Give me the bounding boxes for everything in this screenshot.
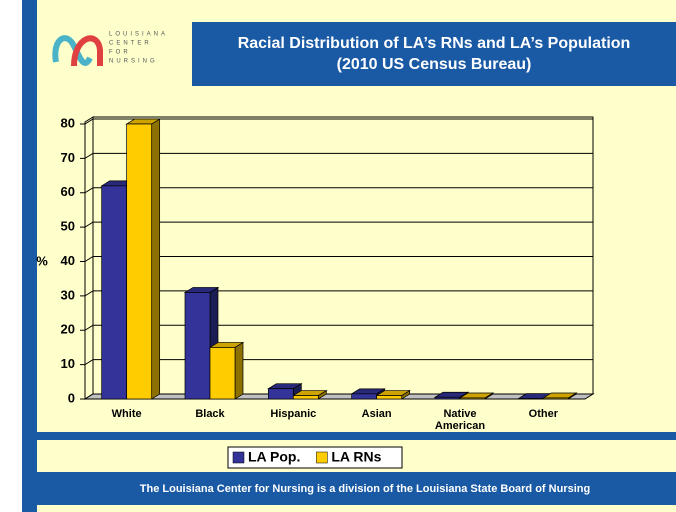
bar (292, 395, 319, 400)
bar (434, 396, 461, 400)
bar-side (234, 341, 244, 400)
bar-side (151, 118, 161, 400)
grid-line (84, 152, 593, 159)
header-box (192, 22, 676, 86)
grid-line (84, 256, 593, 262)
grid-line (84, 118, 593, 125)
footer-box (37, 472, 676, 505)
logo-text: FOR (109, 50, 131, 56)
logo-text: NURSING (109, 59, 158, 65)
left-margin (0, 0, 22, 512)
bar (351, 393, 378, 400)
bar (459, 397, 486, 400)
legend-swatch (232, 451, 245, 464)
y-tick-label: 60 (61, 184, 75, 199)
footer-text: The Louisiana Center for Nursing is a di… (140, 483, 590, 495)
y-axis-label: % (36, 253, 48, 268)
logo-text: LOUISIANA (109, 32, 168, 38)
y-tick-label: 50 (61, 219, 75, 234)
logo-text: CENTER (109, 41, 152, 47)
grid-line (84, 187, 593, 194)
grid-line (84, 290, 593, 297)
legend (227, 446, 403, 469)
x-tick-label: Hispanic (270, 408, 317, 420)
x-tick-label: Asian (361, 408, 392, 420)
x-tick-label: Other (528, 408, 558, 420)
grid-line (84, 324, 593, 331)
legend-swatch (316, 451, 328, 464)
legend-label: LA RNs (331, 449, 381, 465)
bar (101, 185, 128, 400)
chart-title: Racial Distribution of LA’s RNs and LA’s… (238, 35, 631, 52)
grid-line (84, 221, 593, 228)
divider (37, 432, 676, 440)
plot-floor (83, 393, 595, 400)
y-tick-label: 10 (61, 356, 75, 371)
bar (209, 347, 236, 400)
x-tick-label: Native American (434, 408, 486, 432)
x-tick-label: Black (195, 408, 225, 420)
y-tick-label: 20 (61, 322, 75, 337)
grid-line (84, 359, 593, 366)
logo-mark (52, 35, 93, 66)
y-tick-label: 40 (61, 253, 75, 268)
y-tick-label: 70 (61, 150, 75, 165)
y-tick-label: 80 (61, 115, 75, 130)
bar (126, 123, 153, 400)
bar (542, 397, 569, 400)
bar (184, 292, 211, 400)
chart-subtitle: (2010 US Census Bureau) (337, 56, 532, 73)
y-tick-label: 30 (61, 287, 75, 302)
logo-mark (71, 35, 103, 67)
plot-back (92, 116, 594, 395)
y-tick-label: 0 (68, 390, 75, 405)
plot-wall (84, 116, 94, 400)
bar (376, 395, 403, 400)
legend-label: LA Pop. (248, 449, 300, 465)
bar (267, 388, 294, 400)
left-stripe (22, 0, 37, 512)
x-tick-label: White (111, 408, 142, 420)
